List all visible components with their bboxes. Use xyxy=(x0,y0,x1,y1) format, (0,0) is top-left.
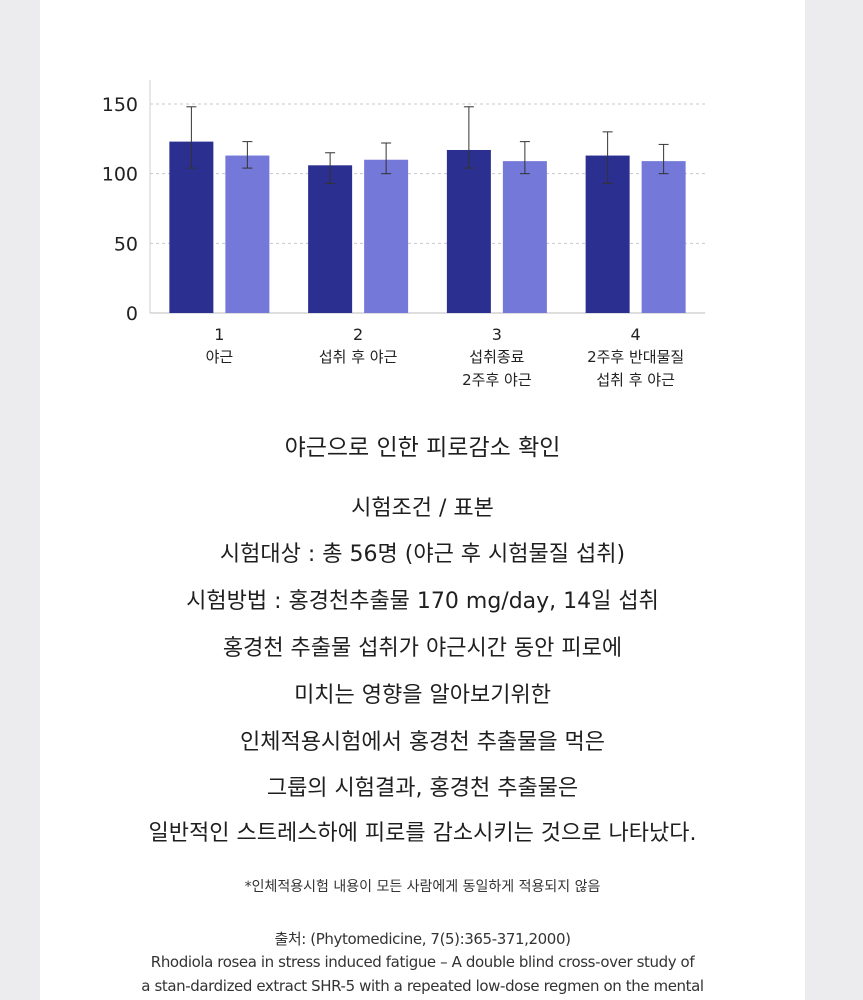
x-tick-label: 2주후 반대물질 xyxy=(587,348,684,366)
x-tick-label: 섭취 후 야근 xyxy=(319,348,398,366)
bar-chart: 0 50 100 150 1 야근 2 섭취 후 야근 3 섭취종료 2주후 야근 4 2주후 반대물질… xyxy=(40,0,805,410)
source-reference: a stan-dardized extract SHR-5 with a rep… xyxy=(141,977,704,995)
result-line: 일반적인 스트레스하에 피로를 감소시키는 것으로 나타났다. xyxy=(148,821,697,846)
bar xyxy=(502,161,547,313)
y-tick-label: 0 xyxy=(126,303,138,325)
x-tick-number: 4 xyxy=(631,325,641,344)
bar xyxy=(308,165,353,313)
x-tick-label: 야근 xyxy=(206,348,234,366)
x-tick-label: 섭취종료 xyxy=(469,348,524,366)
bar xyxy=(169,141,214,313)
bar xyxy=(364,159,409,313)
bar xyxy=(225,155,270,313)
conditions-heading: 시험조건 / 표본 xyxy=(351,496,494,521)
result-line: 미치는 영향을 알아보기위한 xyxy=(294,683,551,708)
x-tick-number: 1 xyxy=(214,325,224,344)
result-line: 홍경천 추출물 섭취가 야근시간 동안 피로에 xyxy=(222,636,623,661)
disclaimer-note: *인체적용시험 내용이 모든 사람에게 동일하게 적용되지 않음 xyxy=(244,879,601,895)
source-citation: 출처: (Phytomedicine, 7(5):365-371,2000) xyxy=(274,930,571,948)
x-tick-label: 섭취 후 야근 xyxy=(596,371,675,389)
result-line: 그룹의 시험결과, 홍경천 추출물은 xyxy=(266,776,579,801)
x-tick-label: 2주후 야근 xyxy=(462,371,532,389)
x-tick-number: 2 xyxy=(353,325,363,344)
source-reference: Rhodiola rosea in stress induced fatigue… xyxy=(150,953,695,971)
chart-title: 야근으로 인한 피로감소 확인 xyxy=(284,435,561,461)
x-tick-number: 3 xyxy=(492,325,502,344)
y-tick-label: 150 xyxy=(102,94,138,116)
method-line: 시험방법 : 홍경천추출물 170 mg/day, 14일 섭취 xyxy=(186,589,659,614)
page: 0 50 100 150 1 야근 2 섭취 후 야근 3 섭취종료 2주후 야근 4 2주후 반대물질… xyxy=(40,0,805,1000)
subjects-line: 시험대상 : 총 56명 (야근 후 시험물질 섭취) xyxy=(219,542,626,567)
result-line: 인체적용시험에서 홍경천 추출물을 먹은 xyxy=(239,730,606,755)
bar-chart-svg: 0 50 100 150 1 야근 2 섭취 후 야근 3 섭취종료 2주후 야근 4 2주후 반대물질… xyxy=(102,80,705,389)
y-tick-label: 100 xyxy=(102,164,138,186)
y-tick-label: 50 xyxy=(114,233,138,255)
bar xyxy=(446,149,491,313)
bar xyxy=(641,161,686,313)
